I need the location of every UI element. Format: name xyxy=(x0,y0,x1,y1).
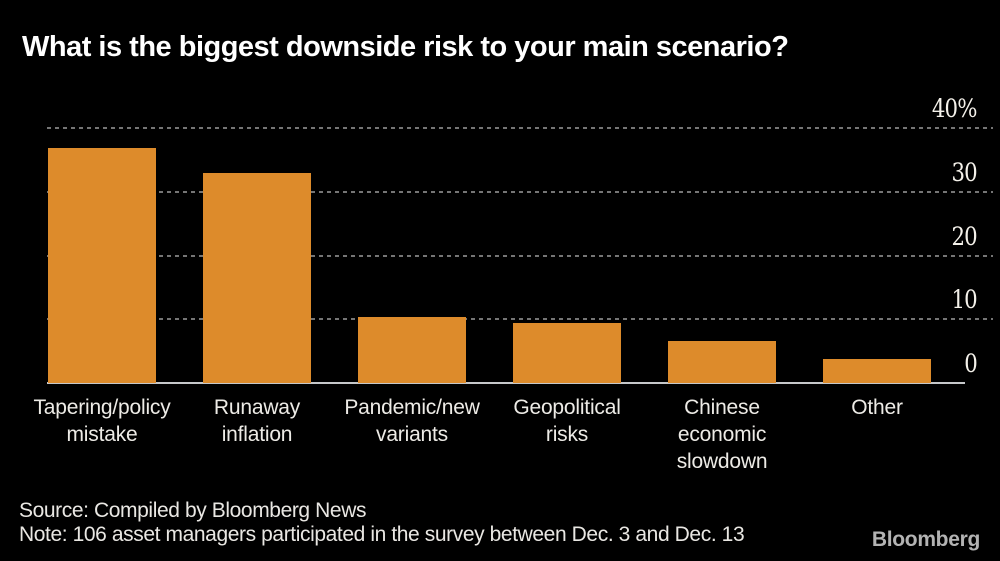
y-tick-label-20: 20 xyxy=(951,221,978,251)
gridline-10 xyxy=(47,318,993,321)
x-category-label-tapering-policy-mistake: Tapering/policy mistake xyxy=(17,394,187,448)
x-axis-baseline xyxy=(47,382,965,384)
x-category-label-line: economic xyxy=(677,423,767,446)
y-tick-label-40: 40% xyxy=(932,94,978,123)
x-category-label-pandemic-new-variants: Pandemic/new variants xyxy=(327,394,497,448)
bar-tapering-policy-mistake xyxy=(48,148,156,383)
gridline-30 xyxy=(47,190,993,193)
bar-chinese-economic-slowdown xyxy=(668,340,776,383)
x-category-label-line: slowdown xyxy=(676,450,768,473)
x-category-label-line: Pandemic/new xyxy=(344,396,480,419)
x-category-label-line: risks xyxy=(545,423,589,446)
source-text: Source: Compiled by Bloomberg News xyxy=(19,499,367,522)
x-category-label-line: Geopolitical xyxy=(513,396,621,419)
x-category-label-chinese-economic-slowdown: Chinese economic slowdown xyxy=(637,394,807,475)
x-category-label-line: Other xyxy=(851,396,903,419)
x-category-label-line: inflation xyxy=(221,423,293,446)
x-category-label-line: Runaway xyxy=(213,396,301,419)
bar-geopolitical-risks xyxy=(513,323,621,383)
x-category-label-line: variants xyxy=(376,423,448,446)
gridline-40 xyxy=(47,127,993,129)
x-category-label-line: mistake xyxy=(66,423,138,446)
y-tick-label-0: 0 xyxy=(964,349,978,378)
y-tick-label-10: 10 xyxy=(951,285,978,315)
bar-pandemic-new-variants xyxy=(358,316,466,383)
x-category-label-runaway-inflation: Runaway inflation xyxy=(172,394,342,448)
bar-other xyxy=(823,358,931,383)
x-category-label-other: Other xyxy=(792,394,962,421)
x-category-label-line: Chinese xyxy=(684,396,760,419)
page-title: What is the biggest downside risk to you… xyxy=(22,31,789,63)
bar-runaway-inflation xyxy=(203,172,311,383)
bloomberg-logo: Bloomberg xyxy=(871,528,980,551)
x-category-label-line: Tapering/policy xyxy=(33,396,171,419)
note-text: Note: 106 asset managers participated in… xyxy=(19,523,745,546)
y-tick-label-30: 30 xyxy=(951,157,978,187)
gridline-20 xyxy=(47,254,993,257)
x-category-label-geopolitical-risks: Geopolitical risks xyxy=(482,394,652,448)
